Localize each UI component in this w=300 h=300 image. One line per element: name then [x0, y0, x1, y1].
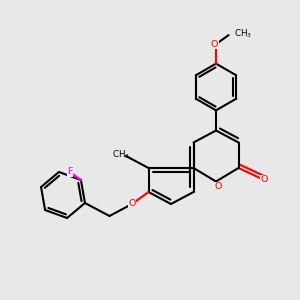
Text: O: O — [211, 40, 218, 49]
Text: O: O — [215, 182, 222, 191]
Text: CH$_3$: CH$_3$ — [112, 148, 130, 161]
Text: F: F — [67, 167, 73, 176]
Text: CH$_3$: CH$_3$ — [234, 27, 252, 40]
Text: O: O — [261, 176, 268, 184]
Text: O: O — [128, 200, 136, 208]
